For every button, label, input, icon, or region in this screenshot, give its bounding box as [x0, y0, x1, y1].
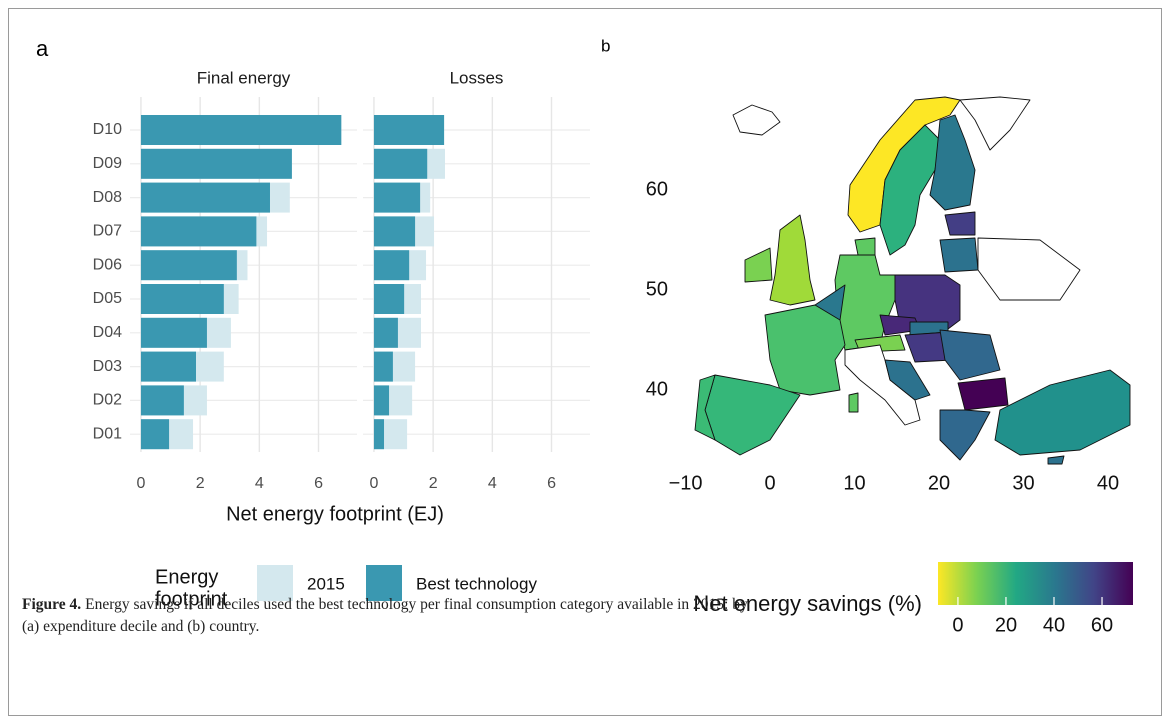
facet-title: Final energy [197, 68, 291, 87]
country [732, 104, 781, 136]
bar [373, 115, 445, 145]
country [844, 344, 921, 426]
legend-swatch [366, 565, 402, 601]
x-axis-label: Net energy footprint (EJ) [226, 503, 444, 525]
colorbar-label: Net energy savings (%) [693, 591, 922, 616]
bar [373, 250, 410, 281]
bar [373, 419, 385, 450]
x-tick-label: 10 [843, 472, 865, 494]
bar [140, 250, 237, 281]
x-tick-label: 0 [136, 475, 145, 492]
country [744, 247, 773, 283]
bar [373, 317, 398, 348]
x-tick-label: 4 [488, 475, 497, 492]
y-tick-label: D03 [93, 358, 122, 375]
colorbar [938, 562, 1133, 605]
x-tick-label: 2 [196, 475, 205, 492]
y-tick-label: D02 [93, 392, 122, 409]
colorbar-tick-label: 60 [1091, 614, 1113, 636]
country [769, 214, 816, 306]
bar [140, 351, 196, 382]
x-tick-label: −10 [669, 472, 703, 494]
caption: Figure 4. Energy savings if all deciles u… [22, 594, 752, 638]
caption-text: Energy savings if all deciles used the b… [22, 596, 748, 635]
country [694, 374, 716, 441]
country [884, 359, 931, 401]
country [929, 114, 976, 211]
legend-label: Best technology [416, 574, 537, 593]
country [854, 237, 876, 256]
colorbar-tick-label: 40 [1043, 614, 1065, 636]
panel-label: a [36, 36, 49, 61]
country [848, 392, 859, 413]
country [939, 329, 1001, 381]
bar [140, 115, 342, 145]
legend-title: Energy [155, 566, 218, 588]
colorbar-tick-label: 20 [995, 614, 1017, 636]
panel-label: b [601, 36, 610, 55]
facet-title: Losses [450, 68, 504, 87]
country [879, 124, 941, 256]
legend-title: footprint [155, 588, 228, 610]
x-tick-label: 0 [369, 475, 378, 492]
x-tick-label: 6 [314, 475, 323, 492]
x-tick-label: 40 [1097, 472, 1119, 494]
legend-label: 2015 [307, 574, 345, 593]
y-tick-label: D10 [93, 121, 122, 138]
y-tick-label: D05 [93, 290, 122, 307]
bar [140, 216, 257, 247]
y-tick-label: D07 [93, 223, 122, 240]
country [764, 304, 846, 396]
bar [373, 182, 421, 213]
frame [8, 8, 1162, 716]
country [977, 237, 1081, 301]
x-tick-label: 30 [1012, 472, 1034, 494]
x-tick-label: 6 [547, 475, 556, 492]
x-tick-label: 2 [429, 475, 438, 492]
y-tick-label: D01 [93, 425, 122, 442]
x-tick-label: 4 [255, 475, 264, 492]
map [694, 96, 1131, 465]
colorbar-tick-label: 0 [952, 614, 963, 636]
country [994, 369, 1131, 456]
bar [140, 284, 224, 314]
bar [373, 148, 428, 179]
bar [373, 284, 405, 314]
y-tick-label: 40 [646, 378, 668, 400]
x-tick-label: 20 [928, 472, 950, 494]
y-tick-label: D08 [93, 189, 122, 206]
bar [140, 385, 184, 416]
bar [140, 182, 270, 213]
country [939, 237, 979, 273]
country [1047, 455, 1065, 465]
y-tick-label: D09 [93, 155, 122, 172]
y-tick-label: 50 [646, 278, 668, 300]
country [957, 377, 1009, 411]
bar [140, 317, 207, 348]
y-tick-label: D04 [93, 324, 122, 341]
bar [373, 385, 390, 416]
country [944, 211, 976, 236]
country [959, 96, 1031, 151]
country [834, 254, 896, 351]
bar [373, 216, 416, 247]
country [939, 409, 991, 461]
legend-swatch [257, 565, 293, 601]
caption-label: Figure 4. [22, 596, 82, 613]
bar [373, 351, 393, 382]
x-tick-label: 0 [764, 472, 775, 494]
bar [140, 148, 292, 179]
y-tick-label: D06 [93, 256, 122, 273]
bar [140, 419, 170, 450]
y-tick-label: 60 [646, 178, 668, 200]
